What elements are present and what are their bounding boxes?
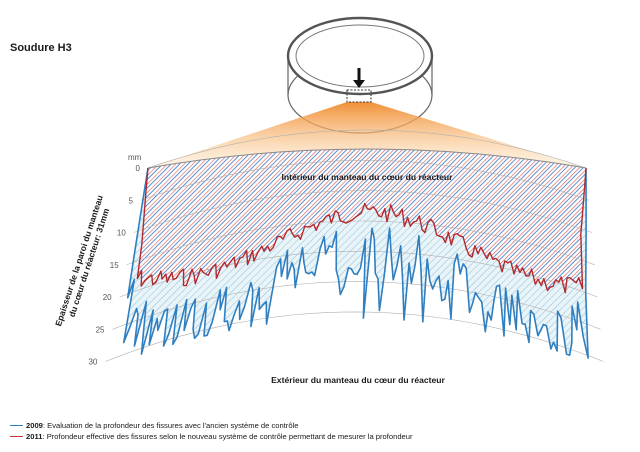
legend-item-2009: 2009 : Evaluation de la profondeur des f… — [10, 420, 413, 431]
legend-swatch-red — [10, 436, 23, 437]
wall-thickness-label: Epaisseur de la paroi du manteau du cœur… — [53, 192, 115, 331]
axis-unit-label: mm — [128, 153, 142, 162]
blue-crack-profile-2009 — [122, 167, 589, 359]
legend-swatch-blue — [10, 425, 23, 426]
depth-tick-label: 25 — [96, 325, 105, 334]
legend-item-2011: 2011 : Profondeur effective des fissures… — [10, 431, 413, 442]
depth-tick-label: 20 — [103, 293, 112, 302]
legend-year: 2011 — [26, 432, 43, 441]
outer-surface-label: Extérieur du manteau du cœur du réacteur — [271, 375, 445, 385]
depth-tick-label: 0 — [136, 164, 141, 173]
depth-grid-line — [147, 129, 587, 169]
page-title: Soudure H3 — [10, 42, 72, 54]
inner-surface-line — [147, 148, 587, 169]
depth-grid-line — [140, 159, 589, 201]
legend-text: : Evaluation de la profondeur des fissur… — [42, 421, 299, 430]
zoom-box — [346, 89, 372, 103]
cylinder-top-rim — [286, 16, 434, 96]
inner-surface-label: Intérieur du manteau du cœur du réacteur — [282, 172, 454, 182]
depth-tick-label: 10 — [117, 229, 126, 238]
depth-grid-line — [126, 220, 595, 266]
down-arrow-icon — [353, 68, 365, 88]
depth-grid-line — [133, 190, 592, 233]
depth-tick-label: 15 — [110, 261, 119, 270]
depth-tick-label: 5 — [128, 196, 133, 205]
red-crack-profile-2011 — [136, 167, 587, 294]
depth-tick-label: 30 — [88, 358, 97, 367]
magnification-cone — [148, 102, 586, 168]
weld-section — [105, 129, 604, 362]
depth-grid-line — [105, 311, 604, 362]
legend-text: : Profondeur effective des fissures selo… — [42, 432, 413, 441]
depth-axis: mm 0 5 10 15 20 25 30 — [88, 153, 141, 367]
legend-year: 2009 — [26, 421, 43, 430]
cylinder-inner-rim — [295, 24, 425, 88]
legend: 2009 : Evaluation de la profondeur des f… — [10, 420, 413, 442]
